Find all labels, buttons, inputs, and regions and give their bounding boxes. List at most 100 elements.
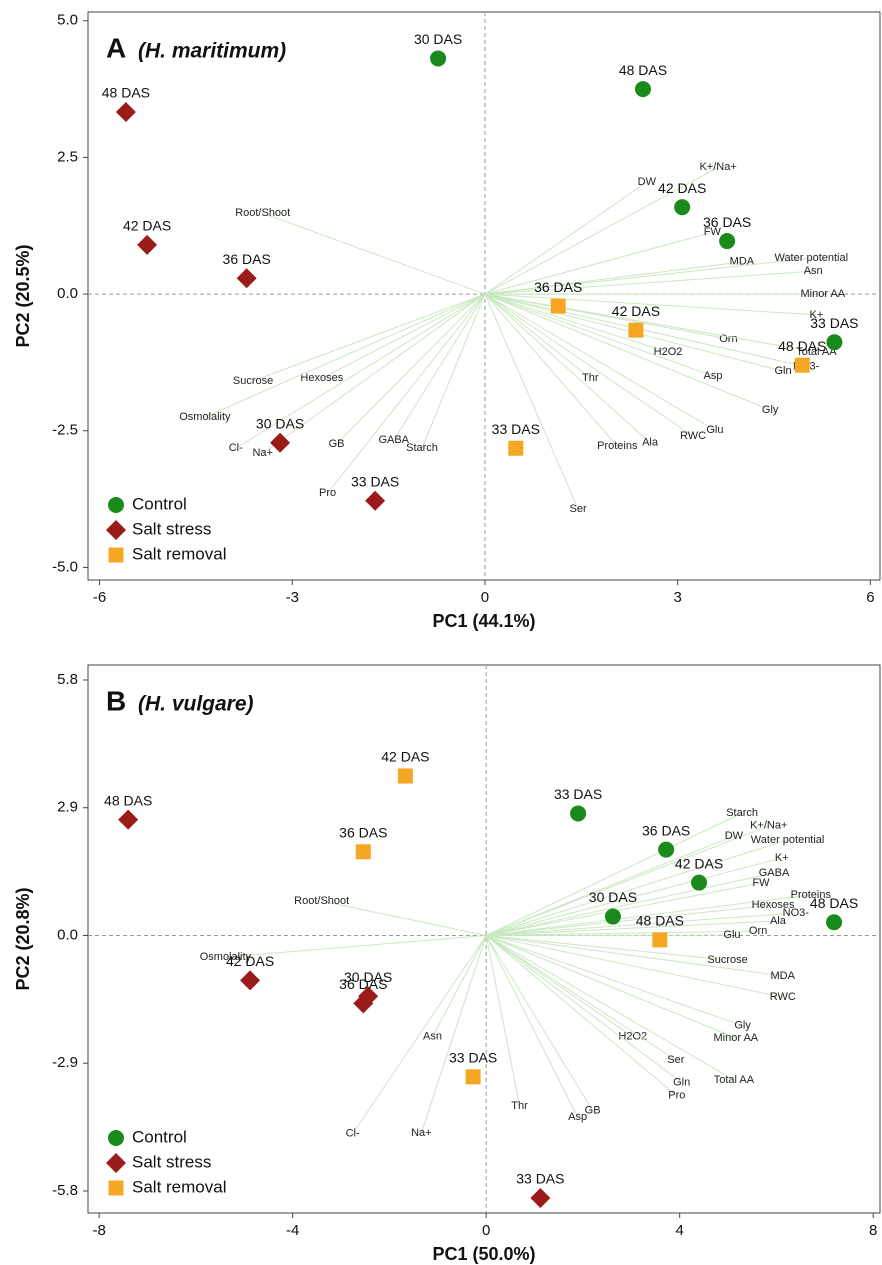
legend-label: Salt removal	[132, 544, 226, 563]
loading-label: Root/Shoot	[294, 895, 349, 907]
loading-label: Proteins	[597, 440, 638, 452]
point	[430, 50, 447, 67]
point-label: 30 DAS	[589, 889, 637, 905]
loading-vector	[393, 293, 486, 441]
y-axis-label: PC2 (20.5%)	[13, 244, 33, 347]
point-label: 48 DAS	[102, 85, 150, 101]
y-tick-label: 0.0	[57, 926, 78, 943]
loading-label: K+/Na+	[699, 161, 736, 173]
chart-title: B	[106, 685, 126, 716]
loading-label: Starch	[726, 807, 758, 819]
loading-vector	[486, 904, 774, 936]
loading-vector	[484, 293, 716, 431]
loading-vector	[484, 293, 579, 510]
loading-label: Glu	[706, 424, 723, 436]
x-axis-label: PC1 (50.0%)	[432, 1244, 535, 1264]
point-label: 36 DAS	[642, 822, 690, 838]
legend-label: Salt stress	[132, 519, 211, 538]
loading-label: Water potential	[774, 252, 848, 264]
loading-label: FW	[704, 226, 722, 238]
legend-label: Control	[132, 494, 187, 513]
y-tick-label: 2.9	[57, 799, 78, 816]
legend-marker	[108, 547, 124, 563]
point	[365, 490, 386, 511]
point	[240, 970, 261, 991]
point-label: 30 DAS	[344, 969, 392, 985]
loading-vector	[204, 293, 486, 418]
x-tick-label: -4	[286, 1222, 299, 1239]
loading-label: NO3-	[783, 907, 810, 919]
loading-label: Thr	[511, 1100, 528, 1112]
loading-vector	[484, 293, 669, 353]
point-label: 30 DAS	[414, 31, 462, 47]
loading-label: Minor AA	[714, 1032, 759, 1044]
x-tick-label: 0	[482, 1222, 490, 1239]
point	[652, 932, 668, 948]
loading-vector	[485, 935, 682, 1084]
loading-label: H2O2	[618, 1031, 647, 1043]
loading-label: MDA	[771, 970, 796, 982]
point-label: 42 DAS	[658, 180, 706, 196]
loading-vector	[262, 212, 486, 295]
point-label: 36 DAS	[703, 214, 751, 230]
loading-label: Thr	[582, 372, 599, 384]
loading-vector	[484, 293, 817, 316]
loading-label: Ala	[770, 915, 787, 927]
loading-vector	[485, 935, 579, 1118]
loading-label: Cl-	[346, 1128, 360, 1140]
point	[270, 432, 291, 453]
y-tick-label: 0.0	[57, 285, 78, 302]
loading-vector	[421, 293, 486, 449]
loading-label: Ser	[570, 503, 587, 515]
loading-vector	[486, 935, 743, 1027]
loading-vector	[484, 166, 719, 295]
x-tick-label: 4	[676, 1222, 684, 1239]
loading-vector	[486, 882, 762, 936]
loading-vector	[484, 293, 714, 377]
loading-label: Asp	[568, 1111, 587, 1123]
loading-vector	[484, 293, 618, 447]
loading-vector	[235, 293, 486, 449]
loading-label: FW	[752, 877, 770, 889]
point	[674, 199, 691, 216]
loading-label: GABA	[378, 434, 409, 446]
loading-label: Gly	[734, 1020, 751, 1032]
loading-vector	[262, 293, 486, 454]
point	[530, 1188, 551, 1209]
loading-label: Ser	[667, 1054, 684, 1066]
point-label: 42 DAS	[675, 855, 723, 871]
point	[508, 440, 524, 456]
point	[826, 914, 843, 931]
legend-marker	[106, 1153, 126, 1173]
loading-label: K+	[775, 852, 789, 864]
point-label: 33 DAS	[351, 473, 399, 489]
point	[115, 102, 136, 123]
loading-label: Osmolality	[179, 411, 231, 423]
x-tick-label: 8	[869, 1222, 877, 1239]
point-label: 48 DAS	[778, 338, 826, 354]
plot-frame	[87, 11, 881, 581]
y-tick-label: -5.0	[52, 558, 78, 575]
loading-label: Sucrose	[707, 954, 747, 966]
point	[353, 993, 374, 1014]
loading-vector	[484, 181, 648, 295]
loading-label: Water potential	[751, 834, 825, 846]
point	[137, 234, 158, 255]
point	[826, 334, 843, 351]
point	[634, 81, 651, 98]
loading-label: K+	[810, 309, 824, 321]
point-label: 42 DAS	[381, 749, 429, 765]
loading-vector	[484, 293, 771, 411]
point-label: 33 DAS	[554, 786, 602, 802]
legend-marker	[108, 1180, 124, 1196]
loading-vector	[486, 934, 783, 998]
loading-vector	[485, 935, 678, 1097]
point-label: 33 DAS	[516, 1171, 564, 1187]
loading-vector	[484, 293, 651, 444]
loading-vector	[485, 935, 634, 1038]
point-label: 36 DAS	[339, 976, 387, 992]
loading-label: K+/Na+	[750, 820, 787, 832]
legend-marker	[108, 1130, 124, 1146]
point	[118, 809, 139, 830]
chart-subtitle: (H. maritimum)	[138, 40, 286, 63]
